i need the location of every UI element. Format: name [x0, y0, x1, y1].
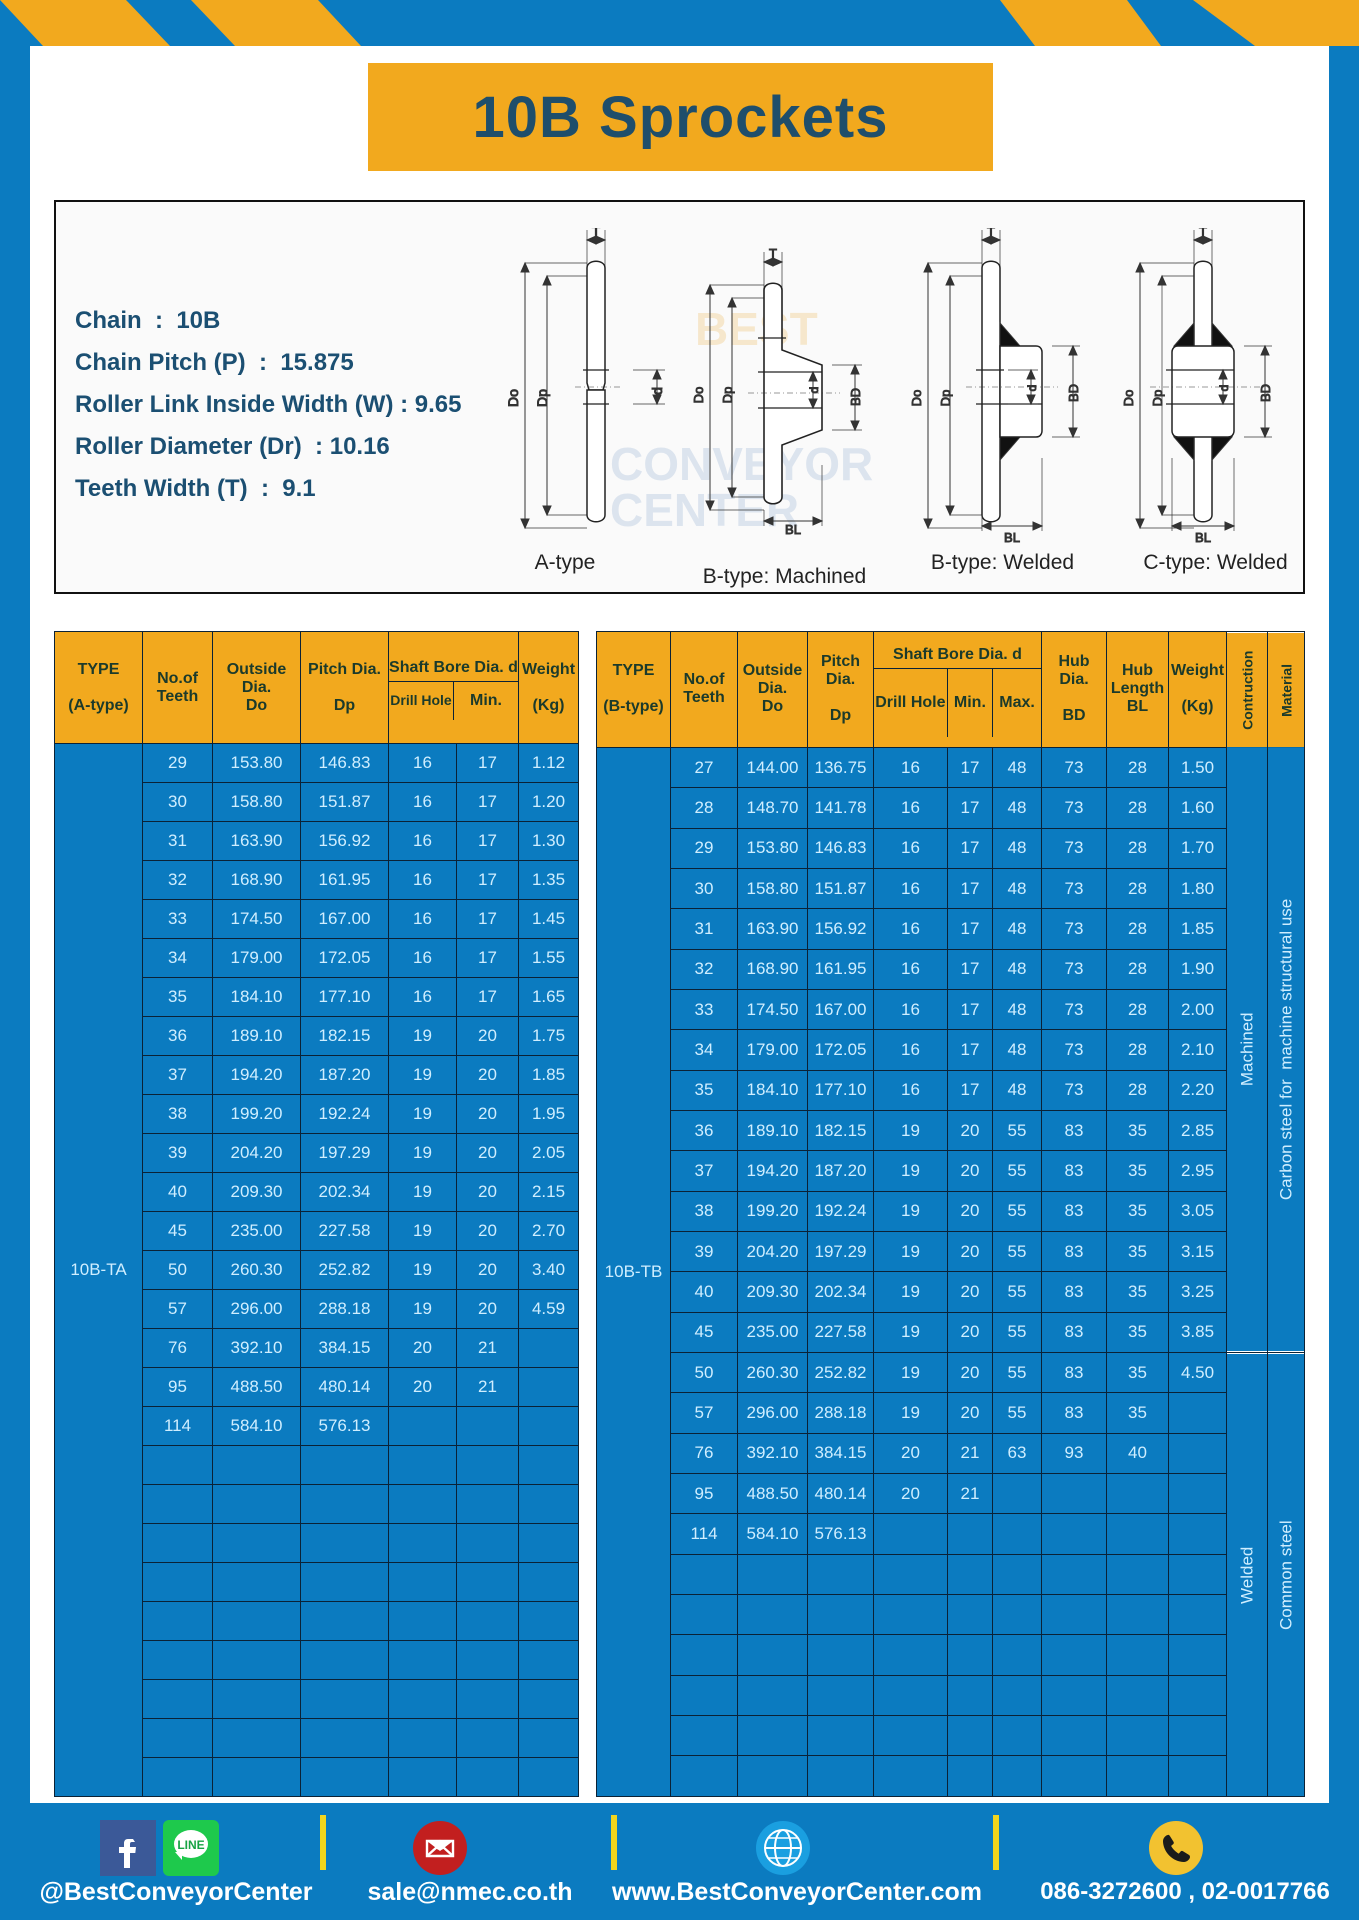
svg-text:Do: Do	[505, 389, 521, 407]
svg-text:Do: Do	[1121, 390, 1136, 407]
svg-text:Dp: Dp	[1150, 390, 1165, 407]
svg-text:Dp: Dp	[534, 389, 550, 407]
svg-text:Dp: Dp	[938, 390, 953, 407]
svg-text:Dp: Dp	[720, 387, 735, 404]
svg-text:BL: BL	[1004, 530, 1020, 545]
svg-text:d: d	[649, 387, 665, 395]
svg-text:BL: BL	[1195, 530, 1211, 545]
svg-text:d: d	[1025, 385, 1039, 392]
svg-text:d: d	[1217, 385, 1231, 392]
svg-text:BD: BD	[1066, 384, 1081, 402]
svg-text:BD: BD	[1258, 384, 1273, 402]
svg-text:LINE: LINE	[177, 1838, 204, 1852]
svg-text:d: d	[807, 387, 821, 394]
svg-text:Do: Do	[909, 390, 924, 407]
svg-text:Do: Do	[691, 387, 706, 404]
svg-text:T: T	[769, 246, 777, 261]
svg-text:BL: BL	[785, 522, 801, 537]
svg-text:T: T	[987, 228, 995, 239]
svg-text:BD: BD	[848, 388, 863, 406]
svg-text:T: T	[592, 228, 601, 239]
svg-text:T: T	[1199, 228, 1207, 239]
